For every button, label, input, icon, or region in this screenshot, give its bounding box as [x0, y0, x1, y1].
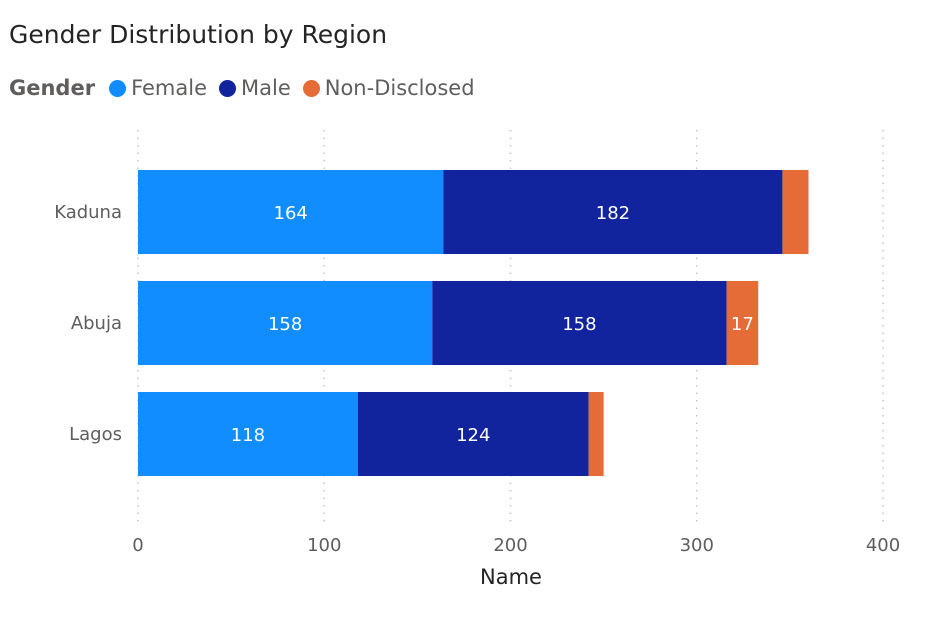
- bar-non-disclosed-abuja[interactable]: [726, 281, 759, 365]
- x-tick-label: 400: [866, 535, 900, 556]
- x-tick-label: 0: [132, 535, 143, 556]
- legend-swatch-non-disclosed: [302, 79, 320, 97]
- bar-female-abuja[interactable]: [138, 281, 433, 365]
- category-label: Lagos: [69, 424, 122, 445]
- data-labels: 164 182 158 158 17 118 124: [231, 203, 754, 446]
- legend-title: Gender: [9, 76, 96, 100]
- legend-label-male: Male: [241, 76, 291, 100]
- x-tick-label: 100: [307, 535, 341, 556]
- bar-male-kaduna[interactable]: [443, 170, 783, 254]
- bar-female-lagos[interactable]: [138, 392, 358, 476]
- data-label: 158: [268, 314, 302, 335]
- x-axis-title: Name: [480, 565, 542, 589]
- legend-swatch-female: [109, 79, 127, 97]
- data-label: 17: [731, 314, 754, 335]
- data-label: 124: [456, 425, 490, 446]
- bars: [138, 170, 809, 476]
- value-axis: 0 100 200 300 400: [132, 535, 900, 556]
- legend: Gender Female Male Non-Disclosed: [9, 76, 487, 100]
- legend-item-male[interactable]: Male: [219, 76, 291, 100]
- data-label: 182: [596, 203, 630, 224]
- data-label: 164: [274, 203, 308, 224]
- x-tick-label: 300: [680, 535, 714, 556]
- category-label: Kaduna: [54, 202, 122, 223]
- category-axis: Kaduna Abuja Lagos: [54, 202, 122, 445]
- bar-female-kaduna[interactable]: [138, 170, 444, 254]
- legend-label-female: Female: [131, 76, 207, 100]
- x-tick-label: 200: [493, 535, 527, 556]
- bar-male-lagos[interactable]: [357, 392, 589, 476]
- bar-non-disclosed-lagos[interactable]: [588, 392, 604, 476]
- chart-title: Gender Distribution by Region: [9, 20, 388, 49]
- legend-label-non-disclosed: Non-Disclosed: [324, 76, 475, 100]
- data-label: 118: [231, 425, 265, 446]
- category-label: Abuja: [71, 313, 122, 334]
- data-label: 158: [562, 314, 596, 335]
- legend-swatch-male: [219, 79, 236, 97]
- legend-item-female[interactable]: Female: [109, 76, 207, 100]
- bar-non-disclosed-kaduna[interactable]: [782, 170, 809, 254]
- legend-item-non-disclosed[interactable]: Non-Disclosed: [302, 76, 475, 100]
- bar-male-abuja[interactable]: [432, 281, 727, 365]
